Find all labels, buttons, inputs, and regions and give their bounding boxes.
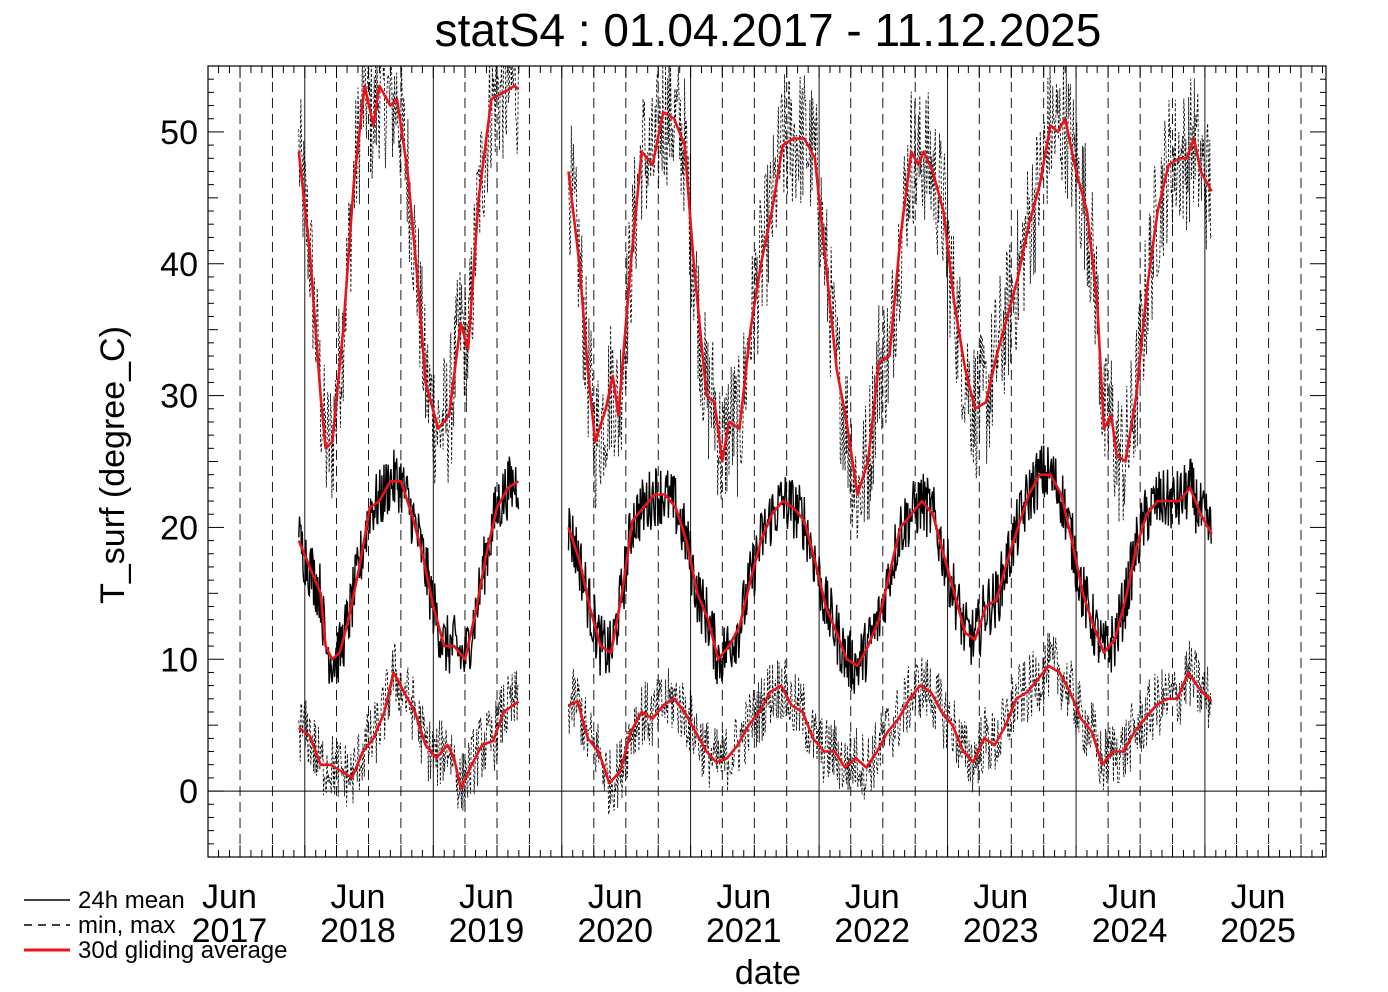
legend-label: min, max — [78, 912, 175, 939]
x-tick-label-year: 2025 — [1220, 912, 1296, 950]
legend-label: 24h mean — [78, 887, 185, 914]
series-line — [297, 84, 520, 450]
x-tick-label-month: Jun — [1231, 878, 1286, 916]
min-max-trace — [568, 632, 1212, 815]
y-axis-ticks: 0 10 20 30 40 50 — [160, 65, 1326, 858]
legend-label: 30d gliding average — [78, 937, 288, 964]
x-tick-label-year: 2022 — [834, 912, 910, 950]
series-line — [298, 671, 520, 790]
y-tick-label: 40 — [160, 246, 198, 284]
x-tick-label-year: 2019 — [449, 912, 525, 950]
x-tick-label-year: 2021 — [706, 912, 782, 950]
y-tick-label: 20 — [160, 509, 198, 547]
x-tick-label-year: 2018 — [320, 912, 396, 950]
chart-title: statS4 : 01.04.2017 - 11.12.2025 — [435, 4, 1102, 56]
y-axis-label: T_surf (degree_C) — [94, 326, 132, 604]
y-tick-label: 10 — [160, 641, 198, 679]
x-tick-label-year: 2023 — [963, 912, 1039, 950]
daily-mean-trace — [567, 445, 1212, 694]
series-line — [297, 480, 520, 661]
y-tick-label: 30 — [160, 378, 198, 416]
series-line — [567, 664, 1213, 785]
x-tick-label-month: Jun — [1102, 878, 1157, 916]
x-tick-label-month: Jun — [588, 878, 643, 916]
min-max-trace — [298, 643, 519, 812]
series-line — [567, 473, 1213, 668]
x-tick-label-month: Jun — [716, 878, 771, 916]
x-tick-label-month: Jun — [202, 878, 257, 916]
gliding-average-lines — [297, 84, 1213, 790]
x-tick-label-month: Jun — [973, 878, 1028, 916]
min-max-trace — [298, 66, 519, 499]
x-axis-ticks: Jun2017Jun2018Jun2019Jun2020Jun2021Jun20… — [192, 66, 1323, 950]
min-max-trace — [568, 66, 1212, 540]
x-tick-label-month: Jun — [331, 878, 386, 916]
series-line — [567, 110, 1213, 496]
x-axis-label: date — [735, 954, 801, 992]
x-tick-label-month: Jun — [459, 878, 514, 916]
x-tick-label-year: 2020 — [577, 912, 653, 950]
x-tick-label-month: Jun — [845, 878, 900, 916]
x-tick-label-year: 2017 — [192, 912, 268, 950]
y-tick-label: 0 — [179, 773, 198, 811]
x-tick-label-year: 2024 — [1092, 912, 1168, 950]
y-tick-label: 50 — [160, 114, 198, 152]
